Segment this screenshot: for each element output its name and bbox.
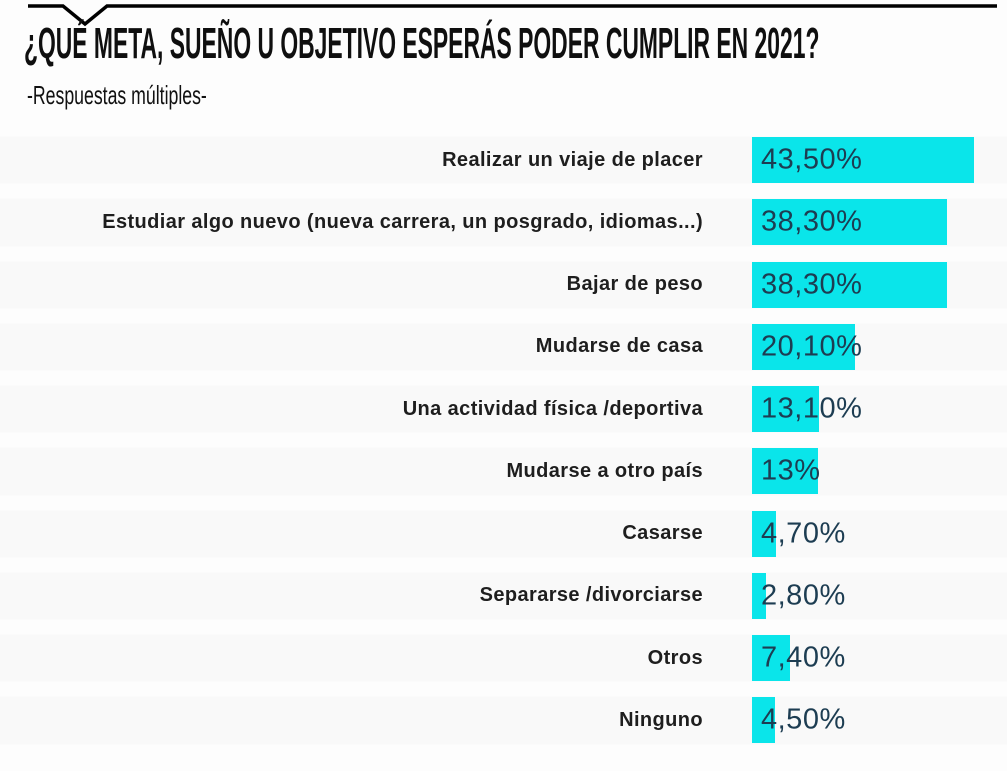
top-border-line (28, 4, 997, 27)
value-label: 4,70% (761, 517, 846, 550)
chart-row: Ninguno 4,50% (0, 689, 1007, 752)
chart-row: Una actividad física /deportiva 13,10% (0, 378, 1007, 441)
bar (752, 510, 776, 557)
bar (752, 137, 974, 184)
chart-row: Mudarse de casa 20,10% (0, 315, 1007, 378)
bar-zone: 38,30% (752, 199, 948, 246)
category-label: Otros (647, 646, 703, 669)
bar-zone: 20,10% (752, 323, 862, 370)
bar (752, 323, 855, 370)
bar (752, 635, 790, 682)
value-label: 2,80% (761, 579, 846, 612)
bar-zone: 4,50% (752, 697, 845, 744)
category-label: Mudarse de casa (535, 335, 703, 358)
chart-row: Casarse 4,70% (0, 502, 1007, 565)
value-label: 7,40% (761, 641, 846, 674)
value-label: 4,50% (761, 703, 846, 736)
chart-row: Realizar un viaje de placer 43,50% (0, 129, 1007, 192)
value-label: 13,10% (761, 392, 863, 425)
chart-row: Separarse /divorciarse 2,80% (0, 564, 1007, 627)
category-label: Casarse (622, 522, 703, 545)
category-label: Una actividad física /deportiva (402, 397, 703, 420)
chart-row: Mudarse a otro país 13% (0, 440, 1007, 503)
value-label: 13% (761, 454, 821, 487)
bar (752, 448, 819, 495)
bar (752, 199, 948, 246)
category-label: Separarse /divorciarse (479, 584, 703, 607)
chart-row: Estudiar algo nuevo (nueva carrera, un p… (0, 191, 1007, 254)
page-subtitle: -Respuestas múltiples- (27, 80, 207, 110)
value-label: 43,50% (761, 143, 863, 176)
value-label: 38,30% (761, 205, 863, 238)
category-label: Ninguno (619, 708, 703, 731)
category-label: Realizar un viaje de placer (442, 148, 703, 171)
bar (752, 386, 819, 433)
bar-zone: 13% (752, 448, 821, 495)
value-label: 20,10% (761, 330, 863, 363)
bar-zone: 38,30% (752, 261, 948, 308)
category-label: Bajar de peso (566, 273, 703, 296)
chart-row: Bajar de peso 38,30% (0, 253, 1007, 316)
chart-row: Otros 7,40% (0, 627, 1007, 690)
page-title: ¿QUÉ META, SUEÑO U OBJETIVO ESPERÁS PODE… (24, 19, 820, 68)
category-label: Mudarse a otro país (506, 459, 703, 482)
bar-zone: 4,70% (752, 510, 845, 557)
bar-zone: 43,50% (752, 137, 974, 184)
bar (752, 261, 948, 308)
bar-zone: 7,40% (752, 635, 845, 682)
bar-zone: 2,80% (752, 572, 845, 619)
bar (752, 697, 775, 744)
bar-zone: 13,10% (752, 386, 862, 433)
value-label: 38,30% (761, 268, 863, 301)
bar (752, 572, 767, 619)
bar-chart: Realizar un viaje de placer 43,50% Estudia… (0, 129, 1007, 752)
category-label: Estudiar algo nuevo (nueva carrera, un p… (102, 210, 703, 233)
